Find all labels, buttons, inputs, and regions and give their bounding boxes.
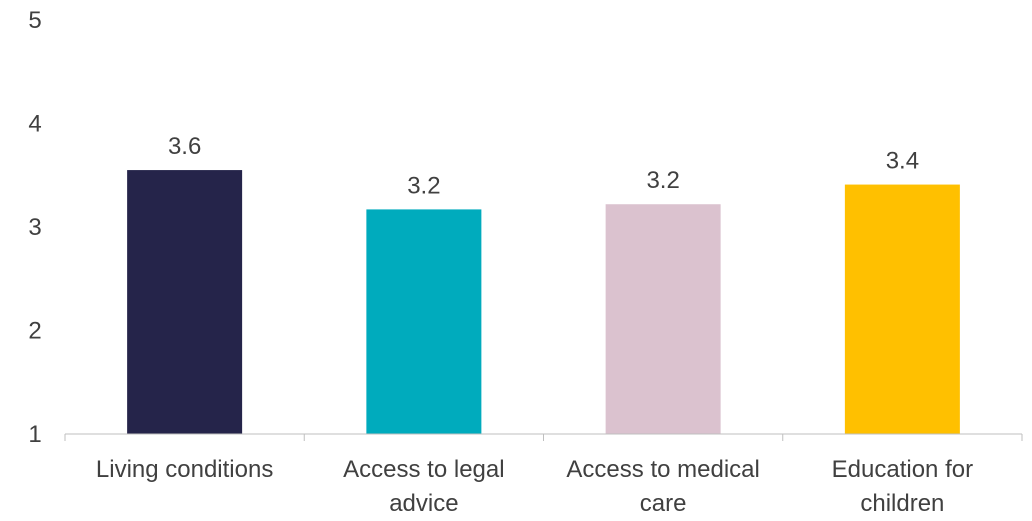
y-tick-label: 4: [28, 111, 41, 138]
data-label: 3.2: [407, 172, 440, 199]
y-axis-ticks: 1 2 3 4 5: [28, 7, 41, 448]
data-label: 3.6: [168, 133, 201, 160]
y-tick-label: 1: [28, 421, 41, 448]
data-label: 3.4: [886, 148, 919, 175]
category-label: Living conditions: [96, 456, 273, 483]
category-label: Access to legal advice: [343, 456, 504, 517]
data-label: 3.2: [646, 167, 679, 194]
bar: [605, 204, 721, 434]
y-tick-label: 2: [28, 318, 41, 345]
bar: [844, 184, 960, 434]
bar: [366, 209, 482, 434]
bar: [127, 170, 243, 434]
category-label: Education for children: [832, 456, 973, 517]
y-tick-label: 5: [28, 7, 41, 34]
y-tick-label: 3: [28, 214, 41, 241]
category-label: Access to medical care: [566, 456, 759, 517]
data-labels: 3.6 3.2 3.2 3.4: [168, 133, 919, 199]
category-labels: Living conditions Access to legal advice Ac…: [96, 456, 973, 517]
x-axis-tick-marks: [64, 434, 1023, 441]
bars: [127, 170, 960, 434]
